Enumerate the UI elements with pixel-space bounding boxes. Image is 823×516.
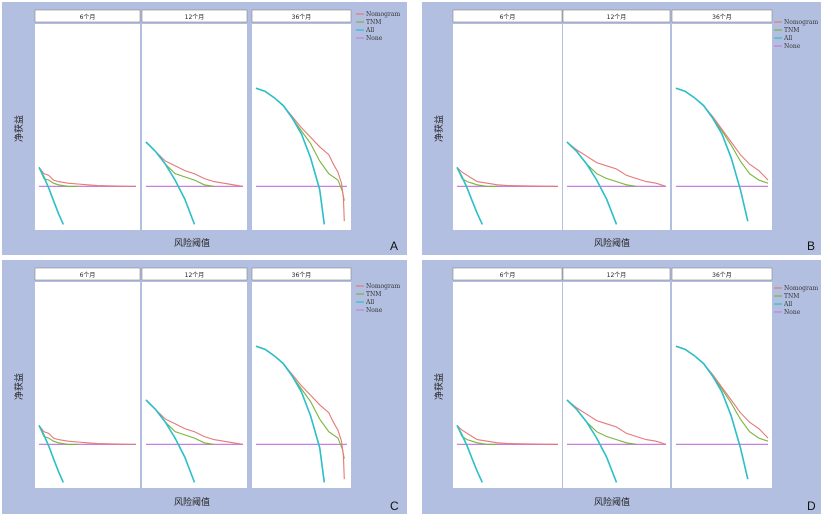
- legend-label-c-1: TNM: [366, 291, 381, 298]
- legend-label-b-0: Nomogram: [784, 19, 818, 26]
- y-axis-label-a: 净获益: [15, 114, 25, 142]
- series-nomogram-a-1: [145, 141, 244, 187]
- legend-label-a-2: All: [365, 27, 374, 34]
- series-nomogram-b-0: [456, 166, 559, 187]
- panel-title-b-0: 6个月: [500, 14, 516, 21]
- series-all-b-0: [456, 167, 484, 225]
- series-nomogram-a-0: [38, 167, 137, 187]
- legend-label-b-3: None: [784, 43, 801, 50]
- panel-plot-b-1: [563, 24, 670, 230]
- series-nomogram-b-1: [566, 141, 667, 187]
- panel-strip-c-1: [141, 267, 248, 281]
- x-axis-label-d: 风险阈值: [594, 498, 631, 508]
- panel-plot-a-1: [142, 24, 247, 230]
- panel-title-c-2: 36个月: [292, 272, 312, 279]
- panel-strip-c-2: [251, 267, 352, 281]
- panel-plot-d-0: [453, 282, 562, 488]
- series-nomogram-d-0: [456, 424, 559, 445]
- panel-title-d-0: 6个月: [500, 272, 516, 279]
- legend-label-d-2: All: [783, 301, 792, 308]
- x-axis-label-c: 风险阈值: [174, 498, 211, 508]
- panel-title-c-0: 6个月: [80, 272, 96, 279]
- panel-strip-c-0: [34, 267, 141, 281]
- legend-label-a-3: None: [366, 35, 383, 42]
- x-axis-label-a: 风险阈值: [174, 239, 211, 249]
- panel-strip-a-1: [141, 9, 248, 23]
- series-all-d-0: [456, 425, 484, 483]
- panel-strip-b-1: [562, 9, 671, 23]
- y-axis-label-c: 净获益: [15, 372, 25, 400]
- series-all-d-1: [566, 399, 618, 483]
- panel-strip-d-2: [671, 267, 773, 281]
- legend-label-a-1: TNM: [366, 19, 381, 26]
- panel-plot-b-2: [672, 24, 772, 230]
- series-nomogram-d-1: [566, 399, 667, 445]
- series-all-b-1: [566, 141, 618, 225]
- panel-title-d-1: 12个月: [607, 272, 627, 279]
- legend-label-c-2: All: [365, 299, 374, 306]
- legend-label-c-3: None: [366, 307, 383, 314]
- series-all-a-2: [255, 87, 326, 225]
- panel-title-b-2: 36个月: [712, 14, 732, 21]
- figure-letter-d: D: [807, 499, 816, 513]
- series-all-d-2: [675, 345, 749, 480]
- figure-letter-b: B: [807, 239, 816, 253]
- series-all-c-0: [38, 425, 65, 483]
- panel-title-b-1: 12个月: [607, 14, 627, 21]
- panel-title-c-1: 12个月: [185, 272, 205, 279]
- panel-plot-d-2: [672, 282, 772, 488]
- legend-label-d-0: Nomogram: [784, 285, 818, 292]
- panel-strip-b-2: [671, 9, 773, 23]
- legend-label-c-0: Nomogram: [366, 283, 400, 290]
- series-all-a-0: [38, 167, 65, 225]
- series-nomogram-c-0: [38, 425, 137, 445]
- panel-plot-d-1: [563, 282, 670, 488]
- legend-label-d-3: None: [784, 309, 801, 316]
- panel-strip-b-0: [452, 9, 563, 23]
- series-all-c-2: [255, 345, 326, 483]
- y-axis-label-d: 净获益: [435, 372, 445, 400]
- panel-strip-a-2: [251, 9, 352, 23]
- x-axis-label-b: 风险阈值: [594, 239, 631, 249]
- panel-strip-d-0: [452, 267, 563, 281]
- legend-label-a-0: Nomogram: [366, 11, 400, 18]
- series-all-b-2: [675, 87, 749, 222]
- legend-label-b-2: All: [783, 35, 792, 42]
- figure-letter-c: C: [390, 499, 399, 513]
- panel-plot-a-0: [35, 24, 140, 230]
- panel-plot-c-1: [142, 282, 247, 488]
- figure-b: 6个月 12个月 36个月 Nomogram TNM All None 净获益 风险阈值 B: [422, 2, 821, 255]
- figure-c: 6个月 12个月 36个月 Nomogram TNM All None 净获益 风险阈值 C: [2, 260, 407, 514]
- panel-plot-c-0: [35, 282, 140, 488]
- panel-plot-b-0: [453, 24, 562, 230]
- legend-label-b-1: TNM: [784, 27, 799, 34]
- series-all-a-1: [145, 141, 196, 225]
- panel-strip-a-0: [34, 9, 141, 23]
- series-all-c-1: [145, 399, 196, 483]
- series-nomogram-c-1: [145, 399, 244, 445]
- figure-d: 6个月 12个月 36个月 Nomogram TNM All None 净获益 风险阈值 D: [422, 260, 821, 514]
- figure-letter-a: A: [390, 239, 399, 253]
- panel-title-a-1: 12个月: [185, 14, 205, 21]
- panel-title-a-2: 36个月: [292, 14, 312, 21]
- panel-strip-d-1: [562, 267, 671, 281]
- legend-label-d-1: TNM: [784, 293, 799, 300]
- panel-title-d-2: 36个月: [712, 272, 732, 279]
- figure-a: 6个月 12个月 36个月 Nomogram TNM All None 净获益 风险阈值 A: [2, 2, 407, 255]
- y-axis-label-b: 净获益: [435, 114, 445, 142]
- panel-title-a-0: 6个月: [80, 14, 96, 21]
